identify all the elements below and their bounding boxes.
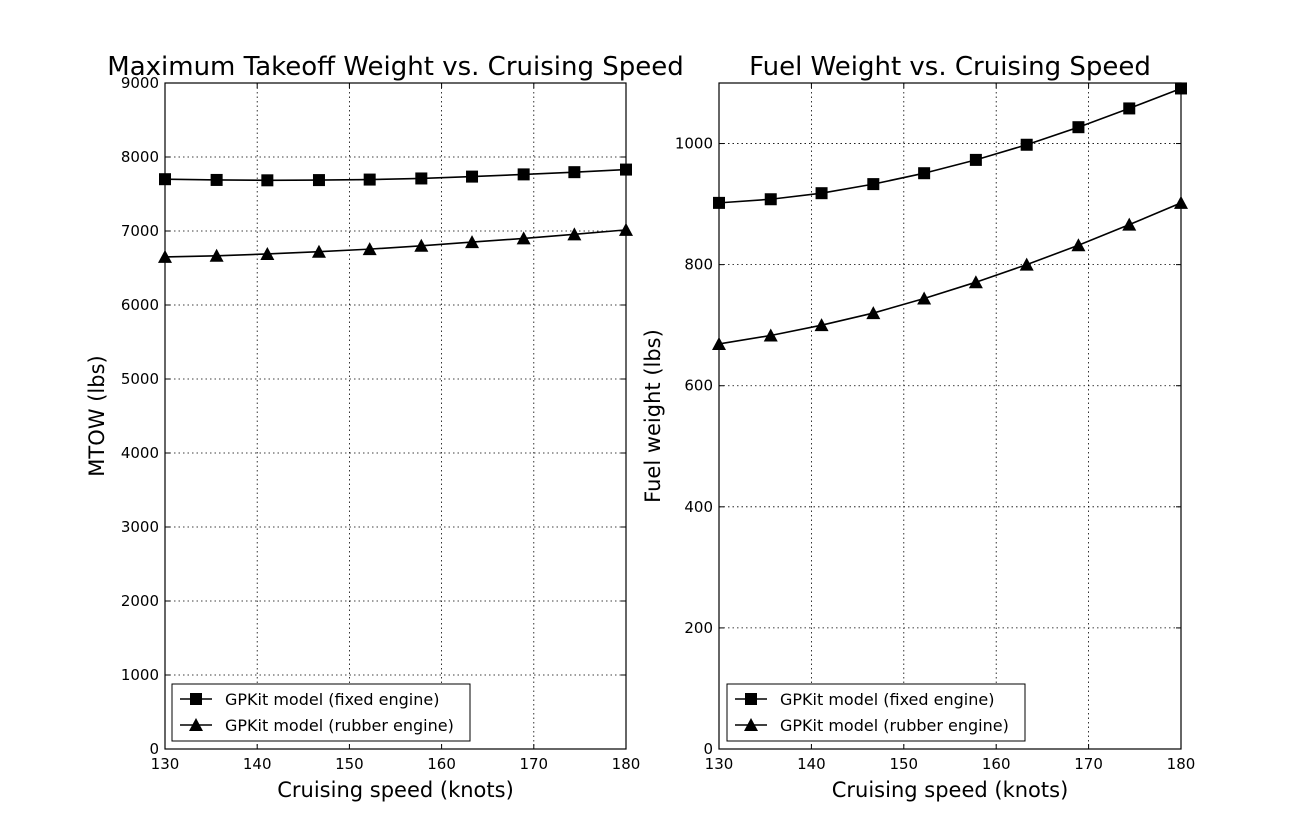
x-tick-label: 140	[797, 755, 826, 773]
legend-box	[171, 683, 471, 742]
chart-title: Maximum Takeoff Weight vs. Cruising Spee…	[107, 52, 683, 82]
grid	[164, 82, 627, 750]
data-point-fixed-engine	[1020, 138, 1033, 151]
x-tick-label: 160	[427, 755, 456, 773]
y-tick-label: 7000	[121, 222, 159, 240]
series-line-rubber-engine	[164, 229, 627, 258]
data-point-fixed-engine	[1123, 102, 1136, 115]
data-point-rubber-engine	[968, 275, 983, 289]
chart-title: Fuel Weight vs. Cruising Speed	[749, 52, 1151, 82]
y-tick-label: 6000	[121, 296, 159, 314]
y-tick-label: 2000	[121, 592, 159, 610]
legend-marker-rubber-engine	[189, 718, 203, 731]
y-tick-label: 9000	[121, 74, 159, 92]
axes-frame	[164, 82, 627, 750]
data-point-fixed-engine	[867, 178, 880, 191]
x-tick-label: 160	[982, 755, 1011, 773]
y-tick-label: 400	[684, 498, 713, 516]
data-point-fixed-engine	[466, 170, 479, 183]
legend: GPKit model (fixed engine) GPKit model (…	[171, 683, 471, 742]
data-point-rubber-engine	[260, 246, 275, 260]
y-tick-label: 5000	[121, 370, 159, 388]
mtow-chart: 130 140 150 160 170 180 0 1000 2000 3000 4000 5000 6…	[85, 52, 684, 802]
data-point-rubber-engine	[414, 238, 429, 252]
x-tick-label: 170	[1074, 755, 1103, 773]
y-tick-label: 0	[149, 740, 159, 758]
fuel-weight-chart: 130 140 150 160 170 180 0 200 400 600 800 1000 Fuel…	[641, 52, 1195, 802]
y-axis-label: Fuel weight (lbs)	[641, 329, 665, 503]
legend-box	[726, 683, 1026, 742]
data-point-fixed-engine	[568, 166, 581, 179]
data-point-fixed-engine	[312, 174, 325, 187]
x-tick-label: 130	[705, 755, 734, 773]
data-point-fixed-engine	[969, 153, 982, 166]
legend-label-fixed-engine: GPKit model (fixed engine)	[225, 690, 439, 709]
data-point-rubber-engine	[917, 291, 932, 305]
y-tick-label: 1000	[675, 135, 713, 153]
grid	[718, 83, 1182, 750]
x-axis-label: Cruising speed (knots)	[277, 778, 514, 802]
y-tick-label: 200	[684, 619, 713, 637]
plot-area: 130 140 150 160 170 180 0 200 400 600 800 1000	[675, 82, 1196, 773]
plot-area: 130 140 150 160 170 180 0 1000 2000 3000 4000 5000 6…	[121, 74, 641, 773]
x-tick-label: 130	[151, 755, 180, 773]
data-point-fixed-engine	[415, 172, 428, 185]
data-point-rubber-engine	[866, 306, 881, 320]
x-tick-label: 150	[889, 755, 918, 773]
series-line-fixed-engine	[164, 168, 627, 182]
data-point-fixed-engine	[517, 168, 530, 181]
legend-marker-rubber-engine	[744, 718, 758, 731]
x-tick-label: 180	[612, 755, 641, 773]
x-tick-label: 170	[519, 755, 548, 773]
data-point-rubber-engine	[567, 227, 582, 241]
data-point-fixed-engine	[815, 187, 828, 200]
data-point-rubber-engine	[516, 231, 531, 245]
y-axis-label: MTOW (lbs)	[85, 355, 109, 476]
legend-label-fixed-engine: GPKit model (fixed engine)	[780, 690, 994, 709]
data-point-fixed-engine	[918, 167, 931, 180]
legend-marker-fixed-engine	[190, 693, 202, 705]
data-point-rubber-engine	[1019, 257, 1034, 271]
data-point-rubber-engine	[1122, 217, 1137, 231]
legend-marker-fixed-engine	[745, 693, 757, 705]
data-point-fixed-engine	[764, 193, 777, 206]
legend-label-rubber-engine: GPKit model (rubber engine)	[780, 716, 1009, 735]
data-point-fixed-engine	[1072, 121, 1085, 134]
series-line-fixed-engine	[718, 87, 1182, 204]
data-point-rubber-engine	[362, 242, 377, 256]
data-point-fixed-engine	[363, 173, 376, 186]
data-point-rubber-engine	[311, 244, 326, 258]
data-point-rubber-engine	[465, 235, 480, 249]
y-tick-label: 0	[703, 740, 713, 758]
y-tick-label: 1000	[121, 666, 159, 684]
y-tick-label: 8000	[121, 148, 159, 166]
y-tick-label: 800	[684, 256, 713, 274]
data-point-fixed-engine	[210, 173, 223, 186]
data-point-rubber-engine	[814, 318, 829, 332]
x-axis-label: Cruising speed (knots)	[832, 778, 1069, 802]
x-tick-label: 150	[335, 755, 364, 773]
y-tick-label: 600	[684, 377, 713, 395]
x-tick-label: 180	[1167, 755, 1196, 773]
legend-label-rubber-engine: GPKit model (rubber engine)	[225, 716, 454, 735]
series-line-rubber-engine	[718, 202, 1182, 345]
data-point-rubber-engine	[209, 248, 224, 262]
y-tick-label: 4000	[121, 444, 159, 462]
y-tick-label: 3000	[121, 518, 159, 536]
x-tick-label: 140	[243, 755, 272, 773]
axes-frame	[718, 82, 1182, 750]
data-point-fixed-engine	[261, 174, 274, 187]
data-point-rubber-engine	[1071, 238, 1086, 252]
legend: GPKit model (fixed engine) GPKit model (…	[726, 683, 1026, 742]
data-point-rubber-engine	[763, 328, 778, 342]
